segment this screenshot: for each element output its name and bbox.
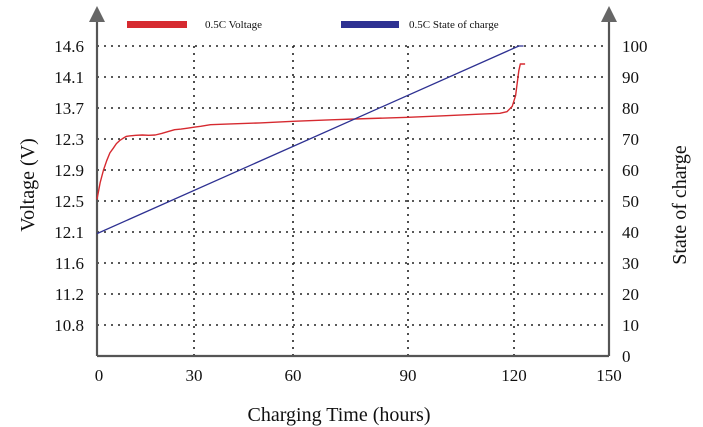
x-axis-title: Charging Time (hours) bbox=[248, 404, 431, 426]
left-tick-label: 11.2 bbox=[55, 285, 84, 304]
left-tick-label: 14.6 bbox=[54, 37, 84, 56]
grid-lines bbox=[97, 45, 609, 356]
legend-swatch bbox=[341, 21, 399, 28]
right-tick-label: 40 bbox=[622, 223, 639, 242]
right-tick-label: 90 bbox=[622, 68, 639, 87]
voltage-line bbox=[96, 63, 526, 200]
right-tick-label: 100 bbox=[622, 37, 648, 56]
left-axis-arrow bbox=[89, 6, 105, 22]
right-axis-arrow bbox=[601, 6, 617, 22]
x-tick-label: 0 bbox=[95, 366, 104, 385]
right-tick-label: 50 bbox=[622, 192, 639, 211]
right-tick-label: 70 bbox=[622, 130, 639, 149]
tick-labels: 0 10 20 30 40 50 60 70 80 90 100 10.8 11.2 11.6 12.1 12… bbox=[54, 37, 647, 385]
left-tick-label: 14.1 bbox=[54, 68, 84, 87]
axes bbox=[89, 6, 617, 358]
right-tick-label: 10 bbox=[622, 316, 639, 335]
x-tick-label: 30 bbox=[186, 366, 203, 385]
right-tick-label: 0 bbox=[622, 347, 631, 366]
legend: 0.5C Voltage 0.5C State of charge bbox=[127, 19, 499, 31]
legend-label: 0.5C Voltage bbox=[205, 19, 262, 31]
series bbox=[96, 45, 526, 235]
left-y-axis-title: Voltage (V) bbox=[17, 138, 39, 232]
legend-label: 0.5C State of charge bbox=[409, 19, 499, 31]
x-tick-label: 120 bbox=[501, 366, 527, 385]
left-tick-label: 13.7 bbox=[54, 99, 84, 118]
x-tick-label: 90 bbox=[400, 366, 417, 385]
state-of-charge-line bbox=[96, 45, 524, 235]
left-tick-label: 12.3 bbox=[54, 130, 84, 149]
right-tick-label: 20 bbox=[622, 285, 639, 304]
x-tick-label: 150 bbox=[596, 366, 622, 385]
right-y-axis-title: State of charge bbox=[669, 145, 691, 265]
right-tick-label: 60 bbox=[622, 161, 639, 180]
left-tick-label: 12.1 bbox=[54, 223, 84, 242]
left-tick-label: 12.5 bbox=[54, 192, 84, 211]
right-tick-label: 80 bbox=[622, 99, 639, 118]
right-tick-label: 30 bbox=[622, 254, 639, 273]
left-tick-label: 11.6 bbox=[55, 254, 84, 273]
legend-swatch bbox=[127, 21, 187, 28]
x-tick-label: 60 bbox=[285, 366, 302, 385]
left-tick-label: 10.8 bbox=[54, 316, 84, 335]
left-tick-label: 12.9 bbox=[54, 161, 84, 180]
